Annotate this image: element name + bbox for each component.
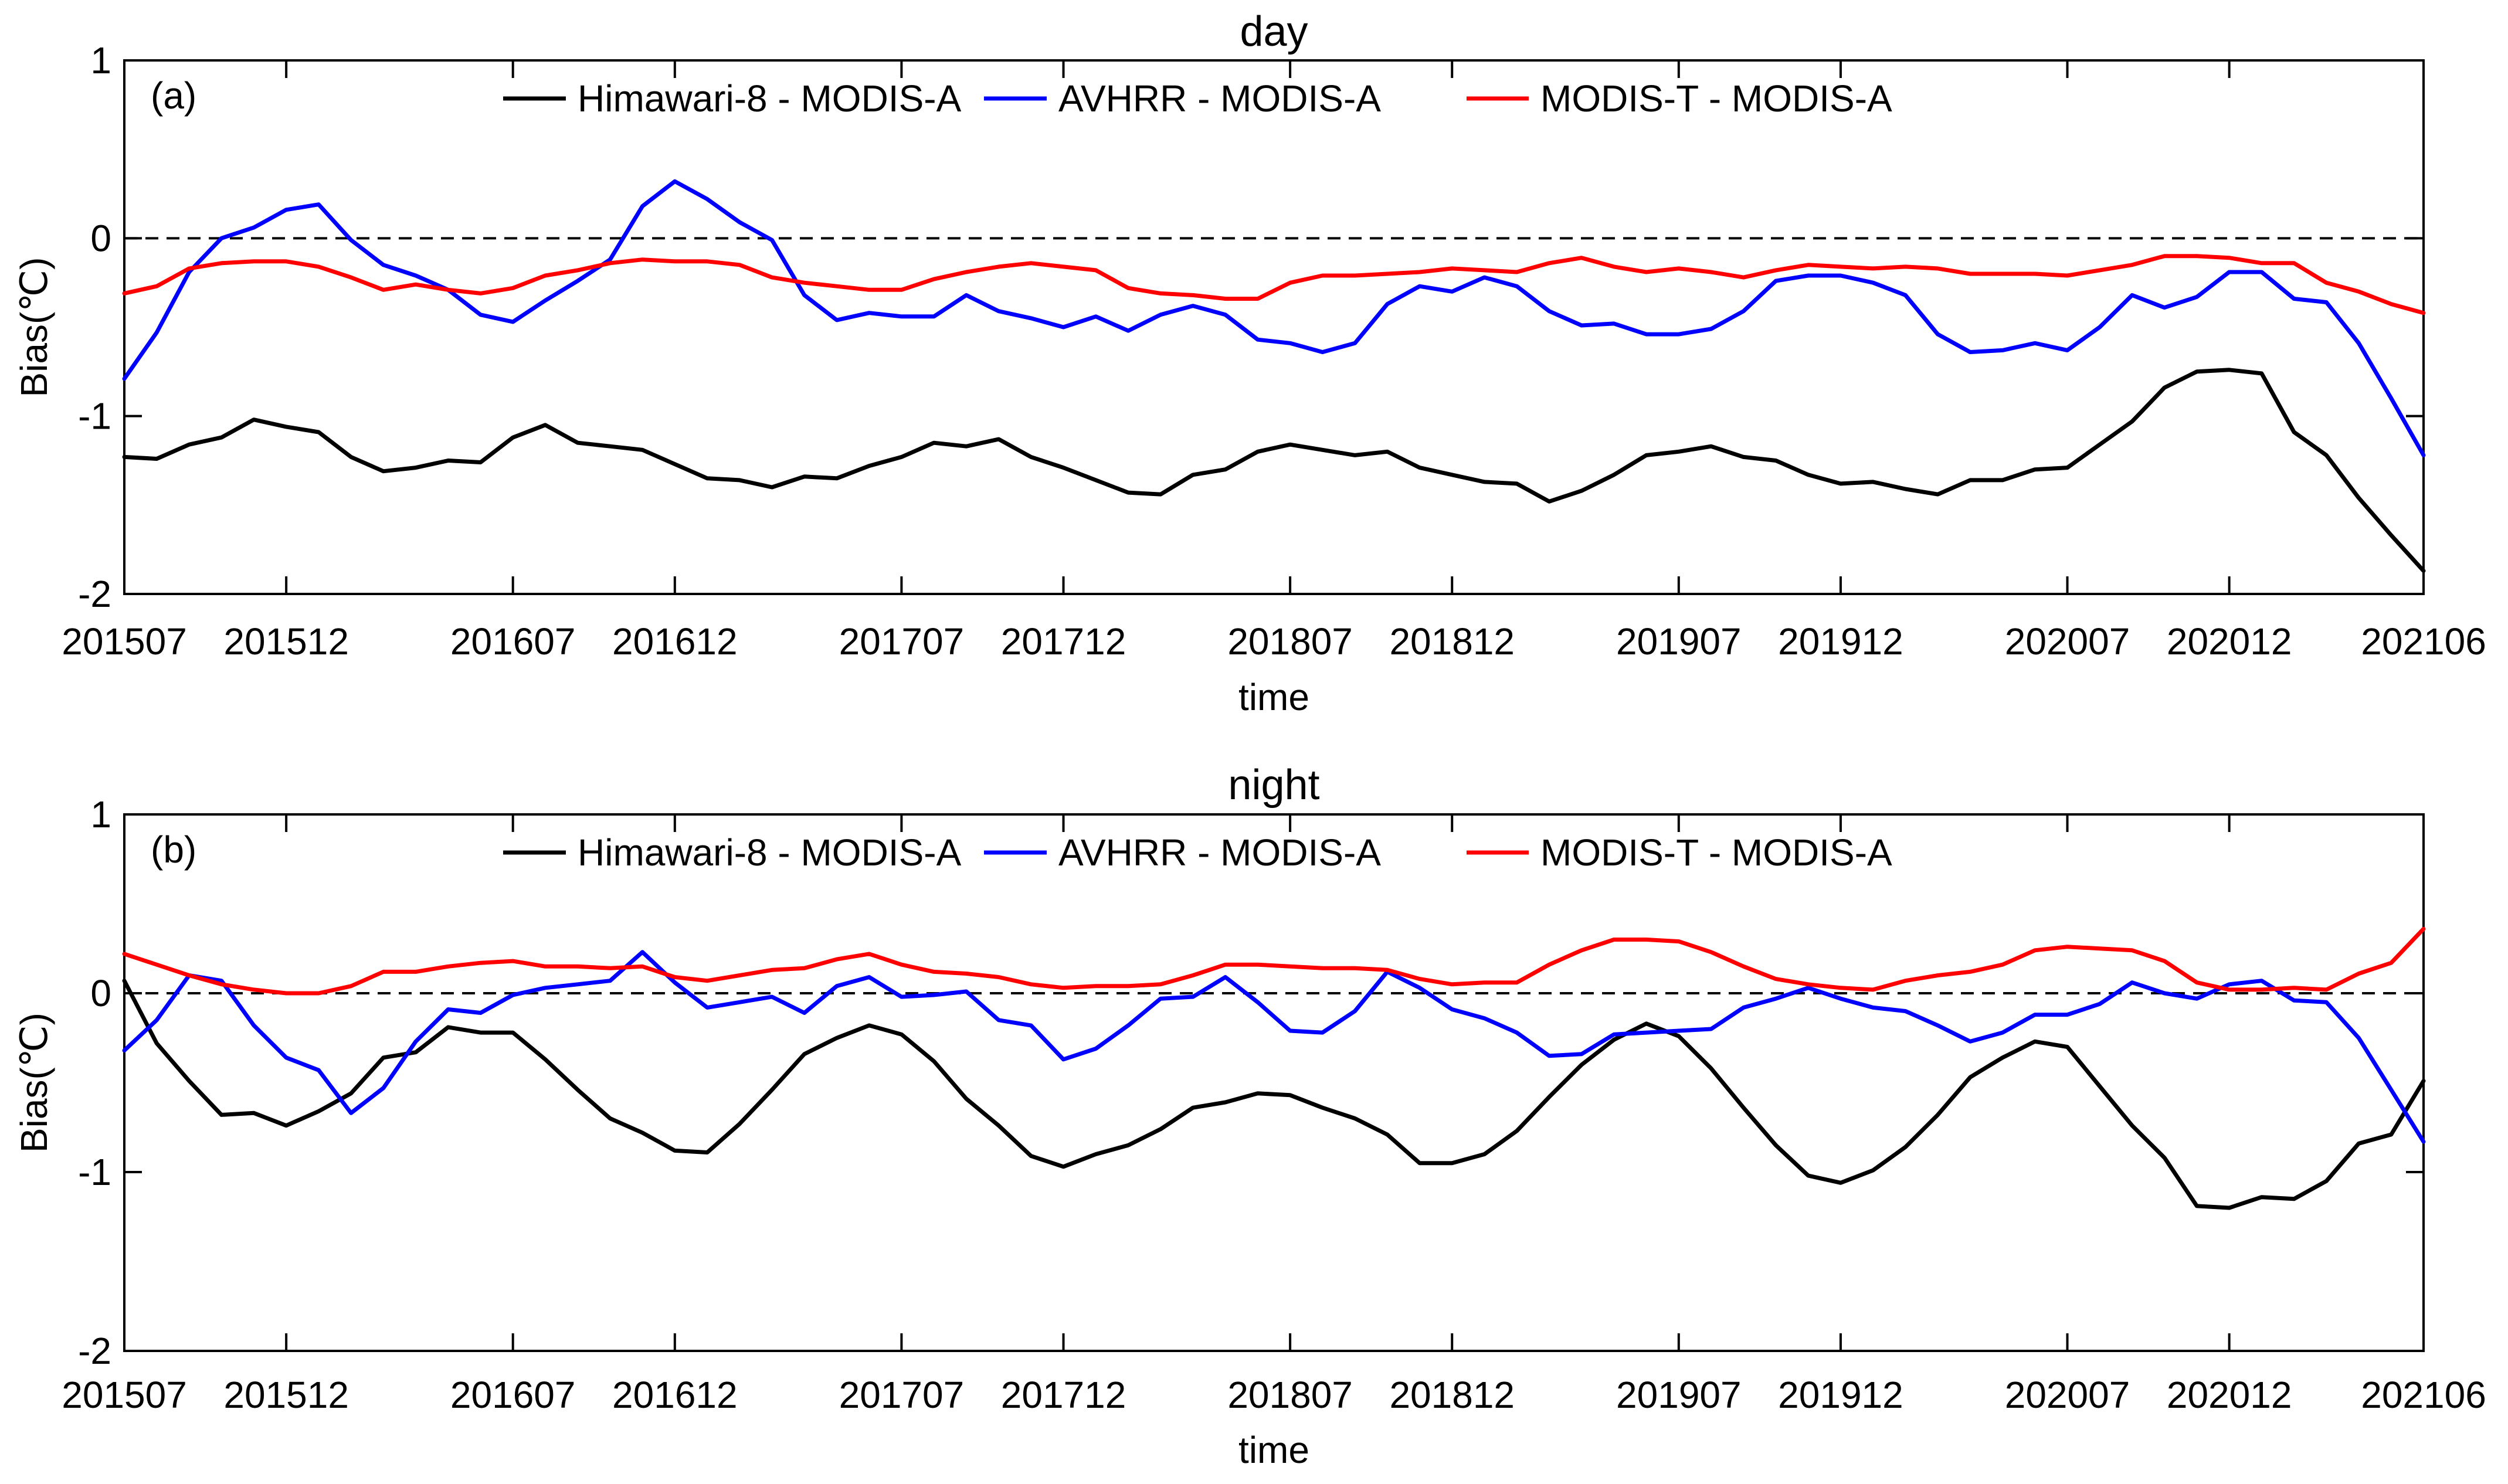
y-tick-label: 0	[90, 972, 111, 1014]
legend-label-himawari: Himawari-8 - MODIS-A	[578, 77, 962, 120]
panel-label: (b)	[151, 828, 196, 871]
series-line-avhrr	[122, 179, 2426, 457]
legend: Himawari-8 - MODIS-A AVHRR - MODIS-A MOD…	[503, 77, 1892, 120]
y-tick-label: 1	[90, 793, 111, 836]
x-tick-label: 201612	[612, 620, 738, 663]
x-tick-label: 201907	[1616, 1374, 1742, 1416]
series-line-himawari	[122, 368, 2426, 573]
legend-entry-avhrr: AVHRR - MODIS-A	[984, 77, 1381, 120]
x-tick-label: 201807	[1227, 1374, 1353, 1416]
legend-label-modis-t: MODIS-T - MODIS-A	[1540, 77, 1892, 120]
x-tick-label: 201512	[223, 1374, 349, 1416]
x-tick-label: 202007	[2005, 1374, 2130, 1416]
x-axis-label: time	[1238, 1429, 1309, 1471]
y-tick-label: -2	[78, 1330, 111, 1372]
panel-title: night	[1228, 762, 1319, 809]
legend-entry-avhrr: AVHRR - MODIS-A	[984, 831, 1381, 874]
x-tick-label: 202012	[2167, 620, 2292, 663]
legend-label-himawari: Himawari-8 - MODIS-A	[578, 831, 962, 874]
x-tick-label: 201607	[450, 620, 576, 663]
legend: Himawari-8 - MODIS-A AVHRR - MODIS-A MOD…	[503, 831, 1892, 874]
y-tick-label: -1	[78, 1151, 111, 1193]
x-tick-label: 201607	[450, 1374, 576, 1416]
x-tick-label: 201812	[1389, 1374, 1515, 1416]
legend-entry-modis-t: MODIS-T - MODIS-A	[1467, 831, 1892, 874]
legend-entry-modis-t: MODIS-T - MODIS-A	[1467, 77, 1892, 120]
panel-title: day	[1240, 8, 1308, 55]
x-tick-label: 202007	[2005, 620, 2130, 663]
x-tick-label: 201507	[62, 1374, 187, 1416]
series-line-modis-t	[122, 926, 2426, 996]
x-tick-label: 201512	[223, 620, 349, 663]
x-tick-label: 201912	[1778, 1374, 1903, 1416]
series-lines	[122, 179, 2426, 573]
panel-night: -2 -1 0 1 201507 201512 201607 201612 201707 2017…	[13, 762, 2486, 1471]
x-tick-label: 201707	[839, 1374, 965, 1416]
y-axis-label: Bias(℃)	[13, 257, 55, 398]
y-tick-label: -1	[78, 395, 111, 437]
x-tick-label: 201912	[1778, 620, 1903, 663]
x-tick-label: 201707	[839, 620, 965, 663]
x-tick-label: 201812	[1389, 620, 1515, 663]
plot-frame	[123, 59, 2425, 595]
axes: -2 -1 0 1 201507 201512 201607 201612 201707 2017…	[62, 39, 2486, 663]
legend-label-modis-t: MODIS-T - MODIS-A	[1540, 831, 1892, 874]
x-tick-label: 201712	[1001, 1374, 1126, 1416]
x-tick-label: 201807	[1227, 620, 1353, 663]
x-tick-label: 201712	[1001, 620, 1126, 663]
x-tick-label: 202012	[2167, 1374, 2292, 1416]
y-tick-label: 0	[90, 217, 111, 259]
x-tick-label: 202106	[2361, 620, 2486, 663]
legend-entry-himawari: Himawari-8 - MODIS-A	[503, 831, 962, 874]
series-line-himawari	[122, 979, 2426, 1210]
y-tick-label: -2	[78, 573, 111, 615]
series-line-modis-t	[122, 254, 2426, 315]
panel-day: -2 -1 0 1 201507 201512 201607 201612 201707 2017…	[13, 8, 2486, 718]
legend-entry-himawari: Himawari-8 - MODIS-A	[503, 77, 962, 120]
x-axis-label: time	[1238, 676, 1309, 718]
legend-label-avhrr: AVHRR - MODIS-A	[1058, 77, 1381, 120]
x-tick-label: 201507	[62, 620, 187, 663]
x-tick-label: 201612	[612, 1374, 738, 1416]
legend-label-avhrr: AVHRR - MODIS-A	[1058, 831, 1381, 874]
y-tick-label: 1	[90, 39, 111, 81]
series-line-avhrr	[122, 950, 2426, 1144]
series-lines	[122, 926, 2426, 1210]
x-tick-label: 201907	[1616, 620, 1742, 663]
x-tick-label: 202106	[2361, 1374, 2486, 1416]
y-axis-label: Bias(℃)	[13, 1013, 55, 1153]
panel-label: (a)	[151, 74, 196, 117]
axes: -2 -1 0 1 201507 201512 201607 201612 201707 2017…	[62, 793, 2486, 1416]
